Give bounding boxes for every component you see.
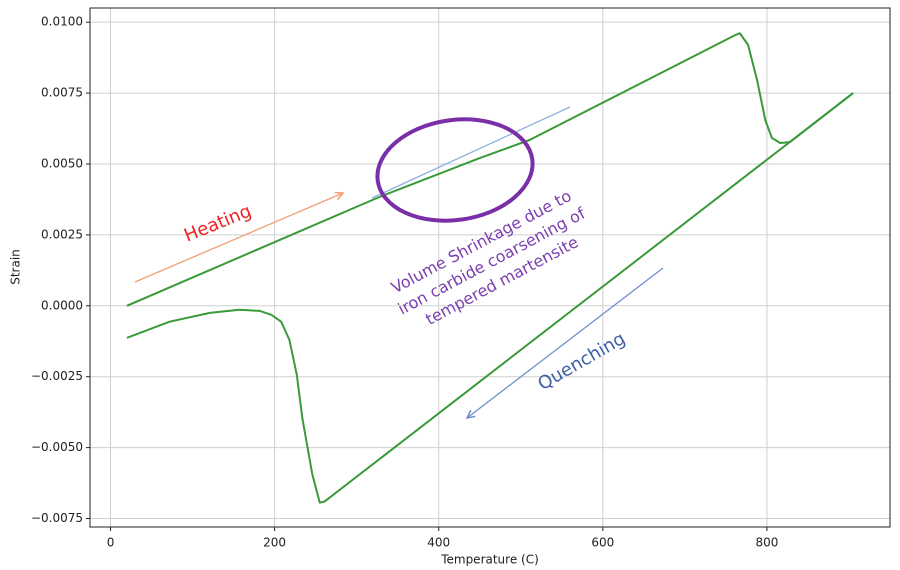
quenching-arrow: [467, 267, 664, 418]
plot-frame: [89, 7, 891, 528]
x-tick-label: 600: [591, 536, 614, 550]
highlight-ellipse: [375, 117, 535, 223]
quenching-label: Quenching: [534, 328, 629, 395]
x-tick-label: 200: [263, 536, 286, 550]
x-tick-label: 0: [107, 536, 115, 550]
y-tick-label: 0.0000: [41, 298, 83, 312]
extrapolation-line: [371, 106, 571, 199]
heating-arrow: [134, 193, 343, 283]
y-tick-label: 0.0100: [41, 15, 83, 29]
y-tick-label: −0.0025: [31, 369, 83, 383]
y-tick-label: −0.0050: [31, 440, 83, 454]
x-tick-label: 400: [427, 536, 450, 550]
y-tick-label: 0.0025: [41, 227, 83, 241]
y-axis-label: Strain: [9, 249, 23, 285]
heating-label: Heating: [181, 201, 254, 247]
y-tick-label: −0.0075: [31, 511, 83, 525]
data-line: [126, 32, 854, 307]
y-tick-label: 0.0075: [41, 86, 83, 100]
x-axis-label: Temperature (C): [440, 553, 539, 567]
y-tick-label: 0.0050: [41, 156, 83, 170]
plot-area: 0.0100 0.0075 0.0050 0.0025 0.0000 −0.0025 −0.…: [31, 8, 890, 550]
data-line: [126, 92, 854, 504]
x-tick-label: 800: [755, 536, 778, 550]
